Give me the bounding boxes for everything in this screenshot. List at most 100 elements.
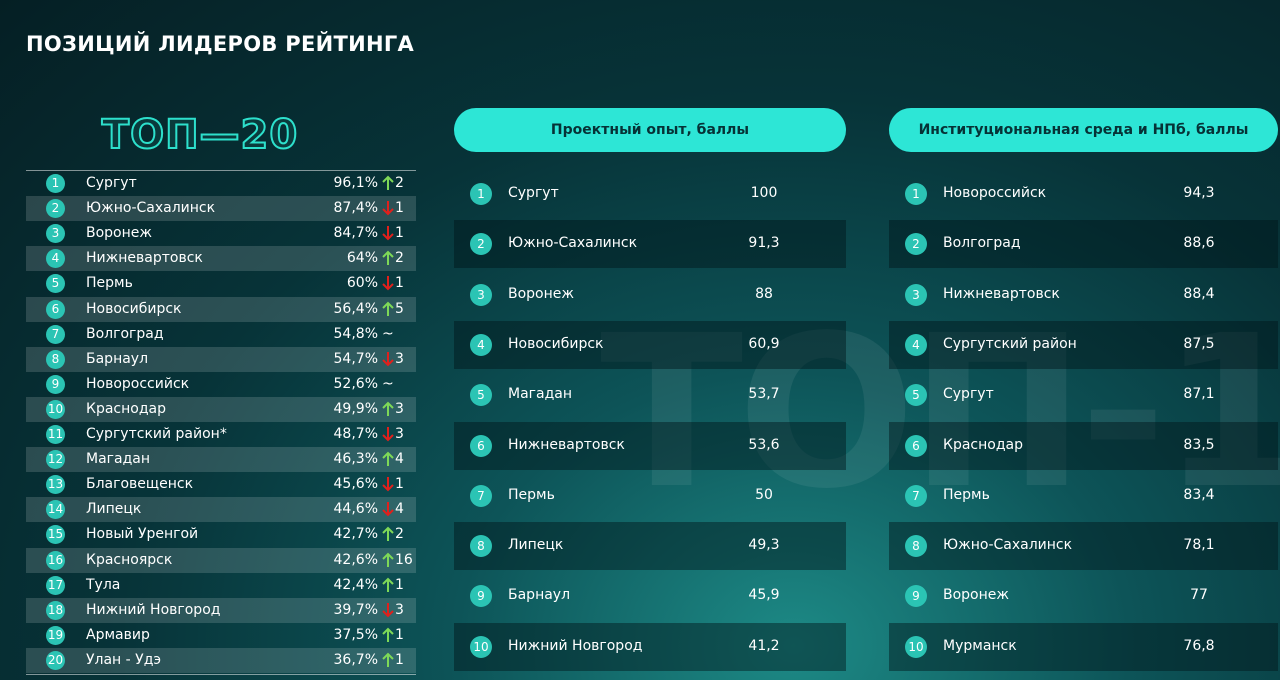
arrow-down — [382, 226, 394, 241]
city: Мурманск — [943, 637, 1017, 654]
table-row: 5 Сургут 87,1 — [889, 371, 1278, 419]
rank-row: 8 Барнаул 54,7% 3 — [26, 346, 416, 372]
rank-badge: 5 — [905, 384, 927, 407]
score: 100 — [750, 185, 778, 201]
city: Барнаул — [508, 587, 571, 604]
rank-row: 6 Новосибирск 56,4% 5 — [26, 296, 416, 322]
rank-badge: 8 — [470, 535, 492, 558]
change: 2 — [395, 250, 404, 267]
table-row: 4 Новосибирск 60,9 — [454, 320, 846, 369]
change: 1 — [395, 225, 404, 242]
percent: 52,6% — [333, 375, 378, 392]
rank-row: 12 Магадан 46,3% 4 — [26, 447, 416, 473]
city: Новороссийск — [86, 375, 190, 392]
change: ~ — [382, 375, 394, 392]
rank-row: 10 Краснодар 49,9% 3 — [26, 396, 416, 422]
score: 53,7 — [748, 386, 780, 403]
score: 60,9 — [748, 335, 780, 352]
city: Сургутский район* — [86, 426, 227, 442]
rank-badge: 19 — [46, 625, 65, 645]
rank-row: 19 Армавир 37,5% 1 — [26, 623, 416, 648]
percent: 60% — [346, 275, 378, 292]
city: Новосибирск — [86, 300, 182, 317]
arrow-up — [382, 301, 394, 316]
percent: 48,7% — [333, 426, 378, 442]
city: Южно-Сахалинск — [943, 537, 1073, 554]
arrow-up — [382, 577, 394, 592]
rank-row: 13 Благовещенск 45,6% 1 — [26, 472, 416, 497]
rank-badge: 1 — [905, 183, 927, 205]
city: Нижневартовск — [508, 436, 625, 453]
table-row: 10 Нижний Новгород 41,2 — [454, 622, 846, 671]
score: 50 — [755, 486, 773, 503]
city: Волгоград — [943, 235, 1021, 252]
score: 88,4 — [1183, 285, 1215, 302]
city: Сургут — [86, 175, 137, 191]
city: Магадан — [508, 386, 573, 403]
rank-badge: 6 — [905, 434, 927, 457]
city: Тула — [86, 576, 121, 593]
change: 1 — [395, 275, 404, 292]
city: Нижневартовск — [943, 285, 1060, 302]
rank-badge: 7 — [470, 484, 492, 507]
city: Армавир — [86, 626, 150, 643]
city: Воронеж — [508, 285, 575, 302]
arrow-down — [382, 602, 394, 618]
rank-badge: 2 — [905, 233, 927, 256]
city: Нижневартовск — [86, 250, 203, 267]
city: Барнаул — [86, 350, 149, 367]
score: 91,3 — [748, 235, 780, 252]
table-row: 2 Южно-Сахалинск 91,3 — [454, 220, 846, 269]
table-row: 1 Сургут 100 — [454, 170, 846, 218]
rank-badge: 8 — [46, 349, 65, 369]
percent: 44,6% — [333, 501, 378, 518]
rank-row: 18 Нижний Новгород 39,7% 3 — [26, 597, 416, 623]
change: 3 — [395, 426, 404, 442]
arrow-up — [382, 401, 394, 416]
rank-badge: 3 — [470, 283, 492, 306]
rank-row: 3 Воронеж 84,7% 1 — [26, 221, 416, 246]
table-row: 3 Воронеж 88 — [454, 271, 846, 319]
score: 83,4 — [1183, 486, 1215, 503]
score: 87,5 — [1183, 335, 1215, 352]
change: 16 — [395, 551, 413, 568]
rank-row: 11 Сургутский район* 48,7% 3 — [26, 422, 416, 447]
percent: 64% — [346, 250, 378, 267]
arrow-down — [382, 427, 394, 442]
score: 41,2 — [748, 637, 780, 654]
rule — [26, 674, 416, 675]
arrow-up — [382, 552, 394, 567]
city: Краснодар — [943, 436, 1023, 453]
table-row: 10 Мурманск 76,8 — [889, 622, 1278, 671]
rank-row: 17 Тула 42,4% 1 — [26, 573, 416, 598]
rank-badge: 20 — [46, 650, 65, 670]
rank-row: 5 Пермь 60% 1 — [26, 271, 416, 296]
arrow-up — [382, 175, 394, 190]
city: Волгоград — [86, 325, 164, 342]
rank-badge: 7 — [46, 324, 65, 344]
table-row: 2 Волгоград 88,6 — [889, 220, 1278, 269]
rank-badge: 1 — [470, 183, 492, 205]
city: Нижний Новгород — [86, 601, 221, 618]
percent: 37,5% — [333, 626, 378, 643]
rank-row: 15 Новый Уренгой 42,7% 2 — [26, 522, 416, 547]
rank-row: 9 Новороссийск 52,6% ~ — [26, 372, 416, 397]
arrow-up — [382, 526, 394, 542]
change: 1 — [395, 626, 404, 643]
rank-badge: 7 — [905, 484, 927, 507]
arrow-down — [382, 477, 394, 492]
page-title: ПОЗИЦИЙ ЛИДЕРОВ РЕЙТИНГА — [26, 32, 415, 56]
rank-badge: 12 — [46, 450, 65, 470]
rank-badge: 10 — [46, 399, 65, 419]
change: 1 — [395, 576, 404, 593]
change: 3 — [395, 601, 404, 618]
city: Красноярск — [86, 551, 173, 568]
change: 4 — [395, 451, 404, 468]
arrow-down — [382, 276, 394, 291]
city: Липецк — [86, 501, 142, 518]
rank-badge: 2 — [46, 199, 65, 219]
score: 53,6 — [748, 436, 780, 453]
rank-row: 1 Сургут 96,1% 2 — [26, 171, 416, 196]
score: 76,8 — [1183, 637, 1215, 654]
score: 77 — [1190, 587, 1208, 604]
